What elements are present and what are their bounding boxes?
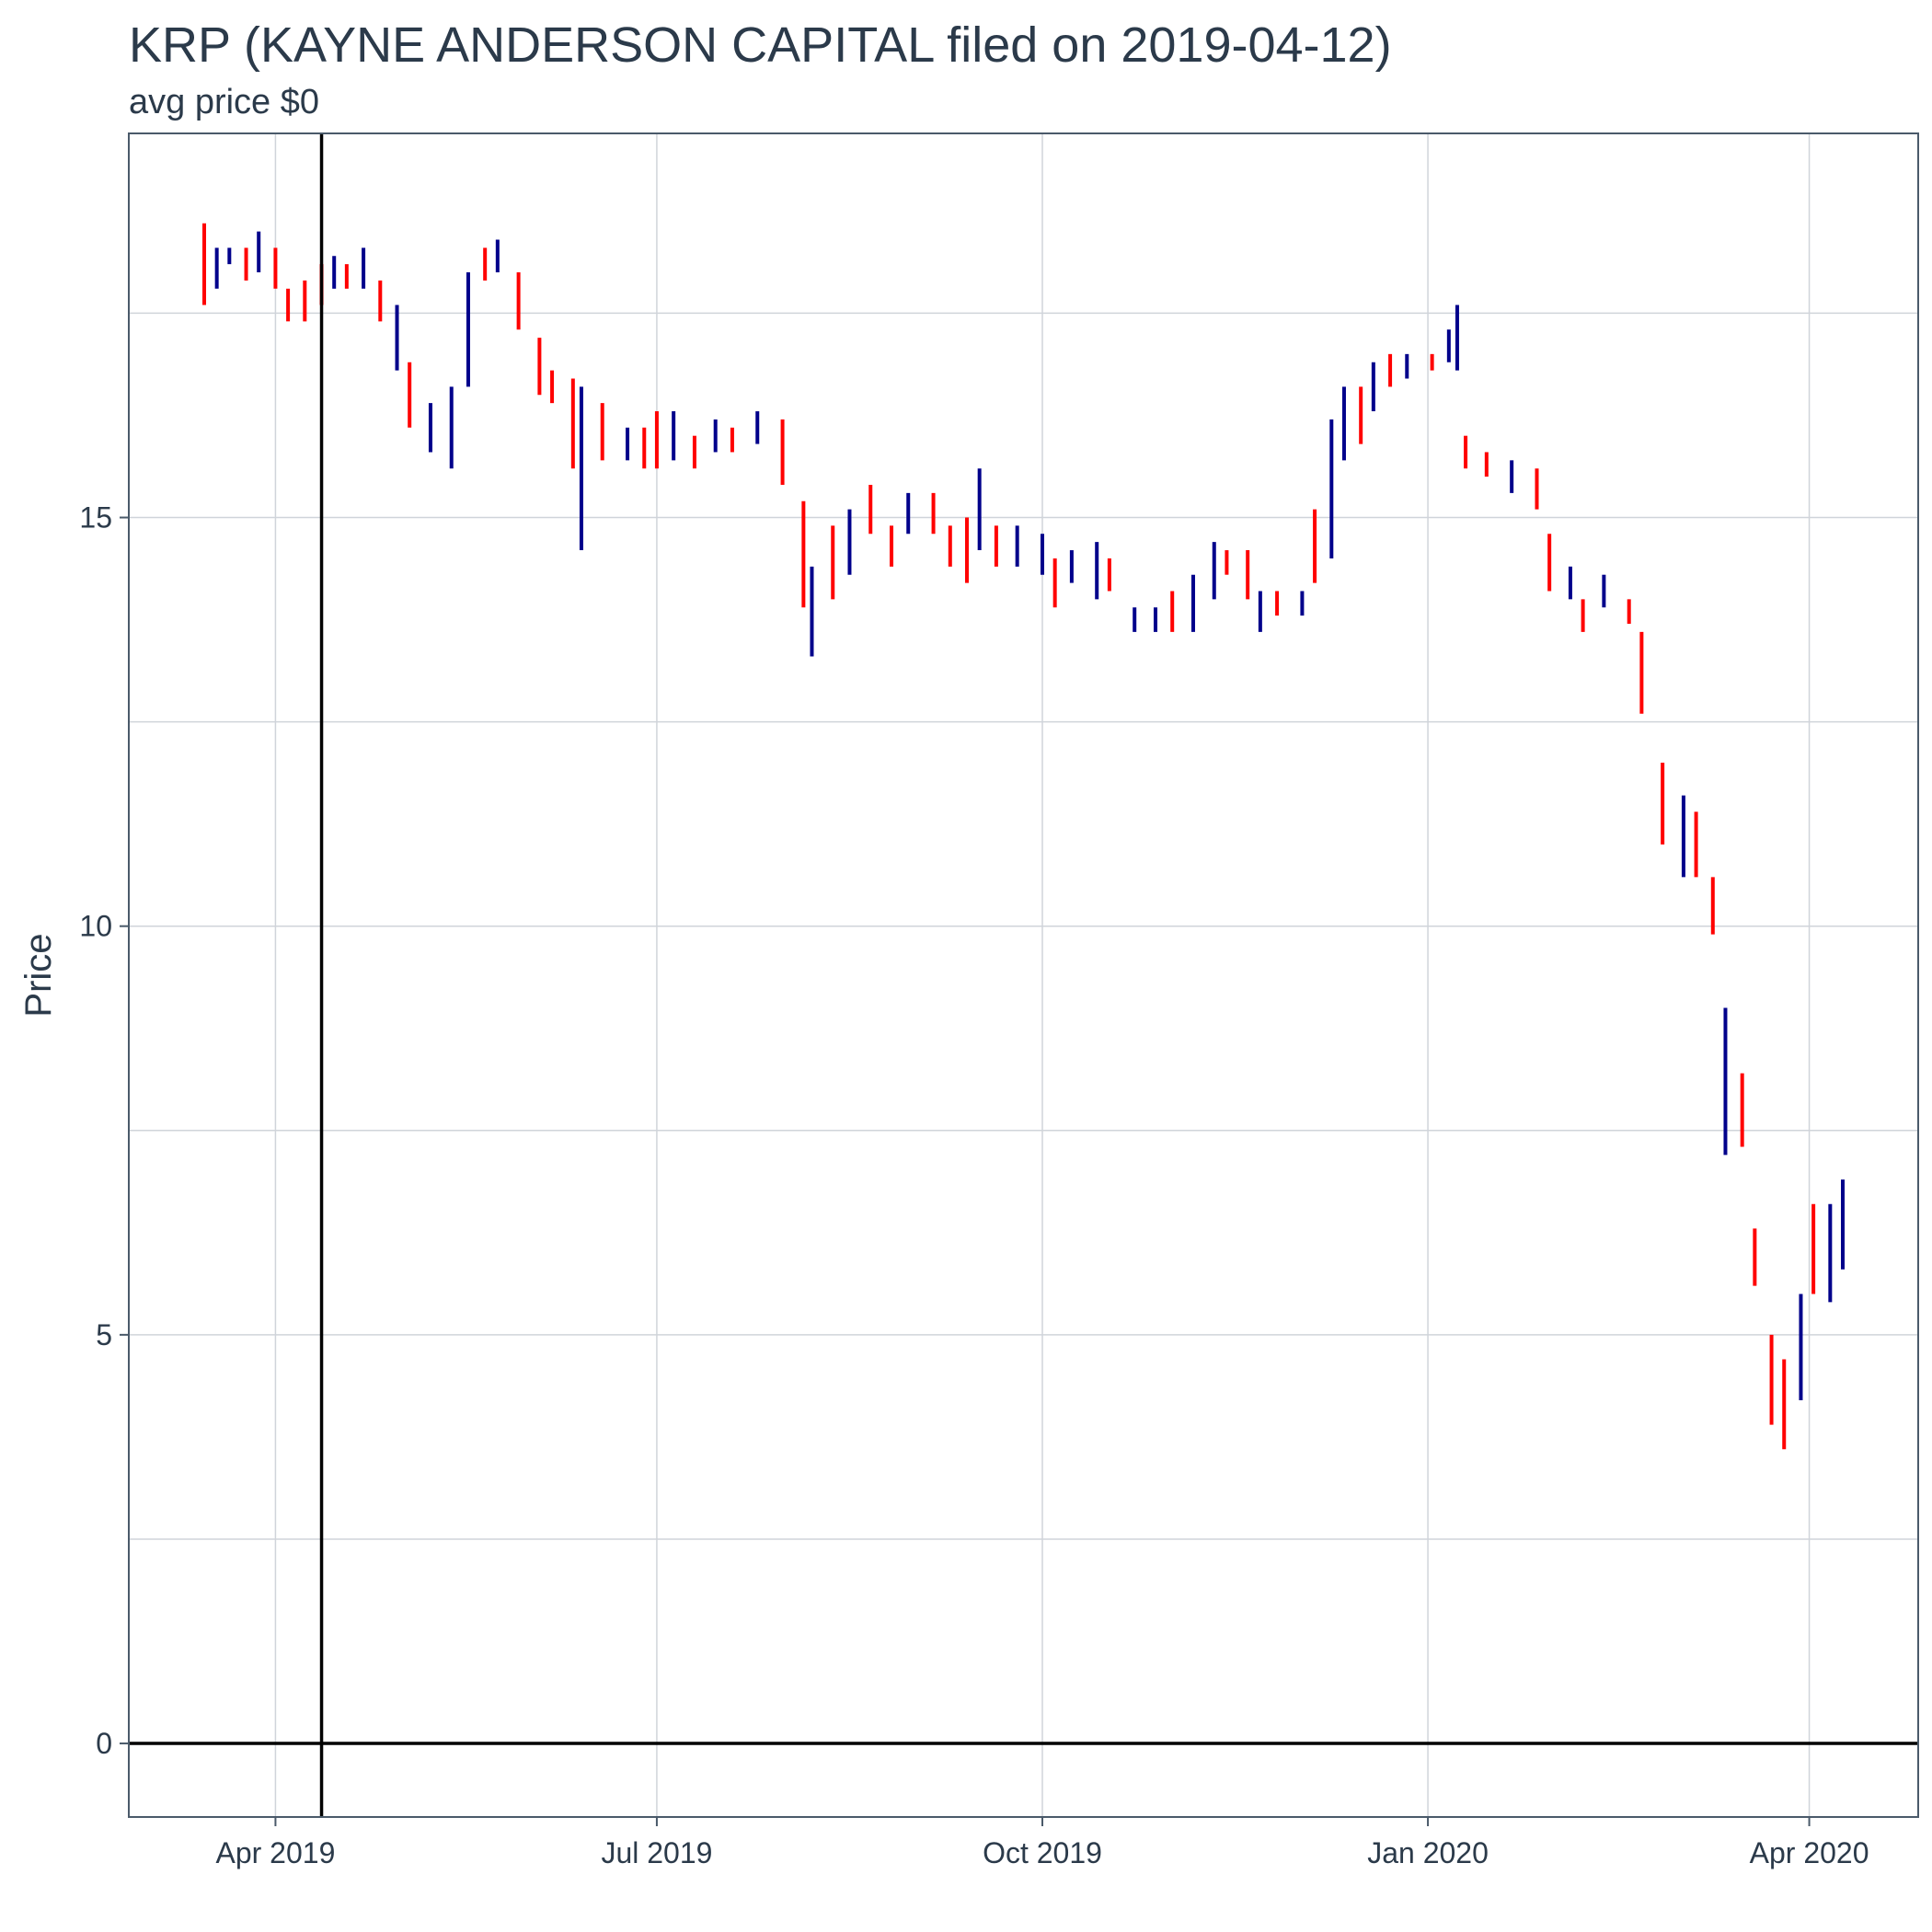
x-axis: Apr 2019 Jul 2019 Oct 2019 Jan 2020 Apr 2020 (215, 1817, 1869, 1869)
price-bars (201, 223, 1846, 1450)
y-axis: 0 5 10 15 (79, 501, 129, 1760)
y-tick-label: 5 (96, 1318, 112, 1351)
plot-frame (128, 132, 1919, 1818)
x-tick-label: Jan 2020 (1367, 1836, 1489, 1869)
chart-title: KRP (KAYNE ANDERSON CAPITAL filed on 201… (129, 17, 1392, 73)
chart-subtitle: avg price $0 (129, 83, 320, 121)
y-axis-title: Price (18, 933, 59, 1017)
grid-lines (129, 133, 1918, 1817)
y-tick-label: 15 (79, 501, 112, 535)
x-tick-label: Jul 2019 (601, 1836, 712, 1869)
y-tick-label: 0 (96, 1727, 112, 1760)
x-tick-label: Apr 2020 (1750, 1836, 1869, 1869)
reference-lines (129, 133, 1918, 1817)
x-tick-label: Apr 2019 (215, 1836, 335, 1869)
x-tick-label: Oct 2019 (983, 1836, 1102, 1869)
y-tick-label: 10 (79, 910, 112, 943)
